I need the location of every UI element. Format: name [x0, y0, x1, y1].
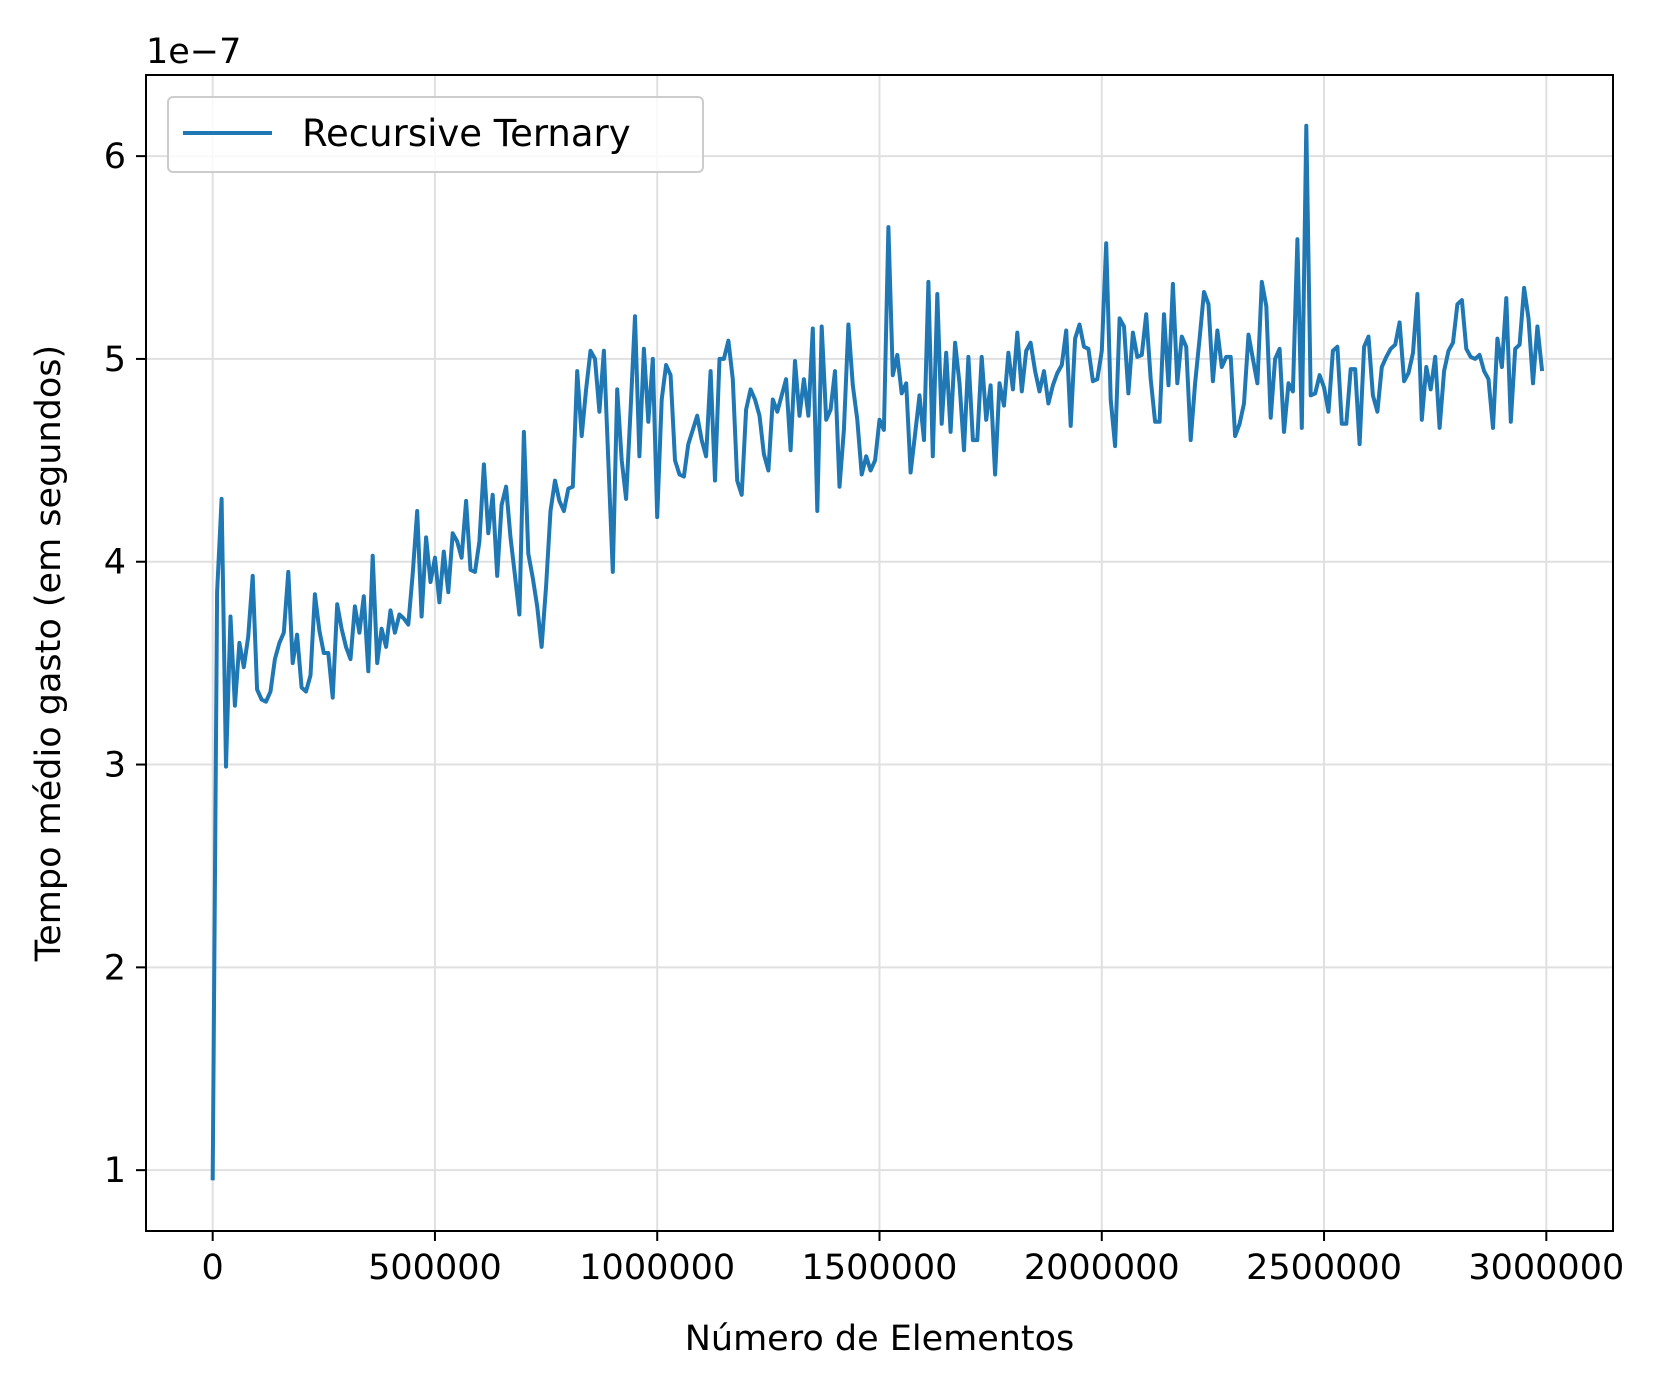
- x-tick-label: 500000: [368, 1248, 502, 1288]
- y-tick-label: 5: [104, 340, 126, 380]
- y-tick-label: 3: [104, 746, 126, 786]
- series-line: [210, 123, 1545, 1181]
- y-tick-label: 4: [104, 543, 126, 583]
- legend-box: [167, 96, 704, 173]
- legend: Recursive Ternary: [167, 96, 704, 173]
- y-axis: 1 2 3 4 5 6: [104, 137, 146, 1191]
- x-axis-label: Número de Elementos: [685, 1319, 1075, 1359]
- x-tick-label: 1000000: [579, 1248, 735, 1288]
- x-tick-label: 2000000: [1024, 1248, 1180, 1288]
- grid: [146, 75, 1613, 1231]
- y-offset-label: 1e−7: [146, 32, 241, 72]
- legend-label: Recursive Ternary: [302, 112, 631, 155]
- x-tick-label: 3000000: [1468, 1248, 1624, 1288]
- x-tick-label: 1500000: [802, 1248, 958, 1288]
- x-axis: 0 500000 1000000 1500000 2000000 2500000 30000…: [202, 1231, 1624, 1288]
- y-axis-label: Tempo médio gasto (em segundos): [29, 345, 69, 962]
- series-layer: [210, 123, 1545, 1181]
- y-tick-label: 6: [104, 137, 126, 177]
- y-tick-label: 2: [104, 948, 126, 988]
- y-tick-label: 1: [104, 1151, 126, 1191]
- x-tick-label: 2500000: [1246, 1248, 1402, 1288]
- x-tick-label: 0: [202, 1248, 224, 1288]
